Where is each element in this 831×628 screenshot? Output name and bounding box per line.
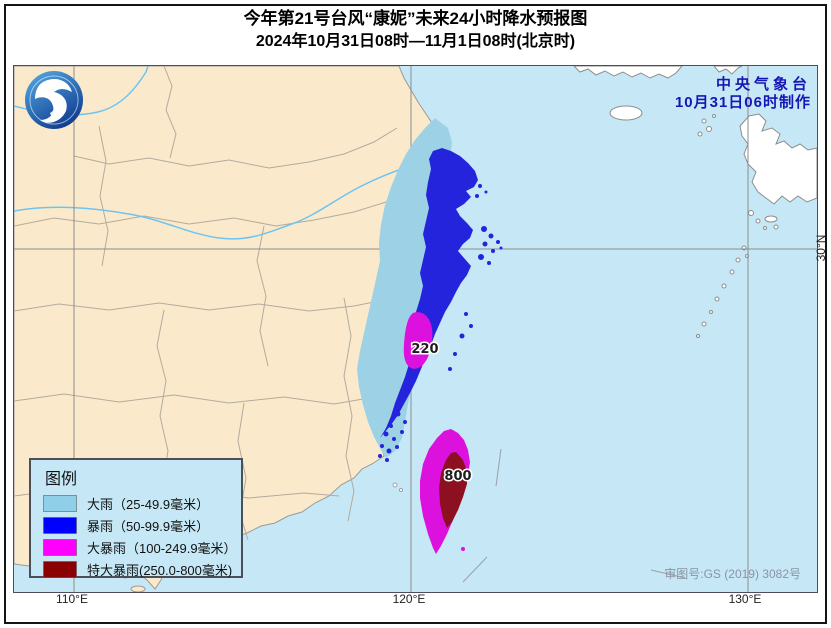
legend-swatch-rainstorm — [43, 516, 77, 534]
korea-coast-east — [713, 66, 743, 75]
kyushu-island — [739, 113, 817, 205]
rainstorm-area — [380, 148, 478, 438]
legend-row-rainstorm: 暴雨（50-99.9毫米） — [31, 514, 241, 536]
boundary-dashes — [462, 448, 686, 583]
page-title-line1: 今年第21号台风“康妮”未来24小时降水预报图 — [243, 9, 588, 28]
x-axis-label-130e: 130°E — [728, 592, 762, 606]
legend-row-heavy-rain: 大雨（25-49.9毫米） — [31, 492, 241, 514]
rainstorm-islands — [378, 184, 503, 462]
legend-label-rainstorm: 暴雨（50-99.9毫米） — [87, 518, 210, 534]
jeju-island — [609, 105, 643, 121]
cma-logo — [25, 71, 83, 129]
foreign-land — [573, 66, 817, 338]
legend-swatch-heavy-rain — [43, 494, 77, 512]
x-axis-label-110e: 110°E — [56, 592, 88, 606]
yangtze-river — [14, 159, 429, 240]
taiwan-severe-rainstorm — [439, 452, 467, 528]
legend-title: 图例 — [45, 471, 78, 488]
x-axis-label-120e: 120°E — [392, 592, 426, 606]
weather-map: 220 800 中央气象台 10月31日06时制作 图例 大雨（25-49.9毫… — [13, 65, 818, 593]
y-axis-label-30n: 30°N — [814, 234, 828, 262]
legend-label-heavy-rain: 大雨（25-49.9毫米） — [87, 496, 210, 512]
page-title: 今年第21号台风“康妮”未来24小时降水预报图 2024年10月31日08时—1… — [0, 7, 831, 53]
penghu-islet — [392, 482, 398, 488]
korea-coast — [573, 66, 683, 79]
hainan-edge — [130, 585, 146, 592]
legend: 图例 大雨（25-49.9毫米） 暴雨（50-99.9毫米） 大暴雨（100-2… — [29, 458, 243, 578]
legend-swatch-severe-rainstorm — [43, 560, 77, 578]
legend-label-heavy-rainstorm: 大暴雨（100-249.9毫米） — [87, 540, 237, 556]
approval-number: 审图号:GS (2019) 3082号 — [664, 567, 801, 581]
rain-value-label-220: 220 — [411, 342, 438, 357]
legend-label-severe-rainstorm: 特大暴雨(250.0-800毫米) — [87, 562, 233, 578]
credit-block: 中央气象台 10月31日06时制作 — [675, 76, 811, 112]
legend-row-severe-rainstorm: 特大暴雨(250.0-800毫米) — [31, 558, 241, 580]
magenta-islet — [461, 547, 465, 551]
heavy-rainstorm-area — [403, 312, 433, 369]
legend-swatch-heavy-rainstorm — [43, 538, 77, 556]
rain-value-label-800: 800 — [444, 469, 471, 484]
credit-issued: 10月31日06时制作 — [674, 94, 811, 111]
penghu-islet — [399, 488, 403, 492]
legend-row-heavy-rainstorm: 大暴雨（100-249.9毫米） — [31, 536, 241, 558]
credit-agency: 中央气象台 — [715, 76, 811, 93]
page-title-line2: 2024年10月31日08时—11月1日08时(北京时) — [255, 33, 576, 50]
